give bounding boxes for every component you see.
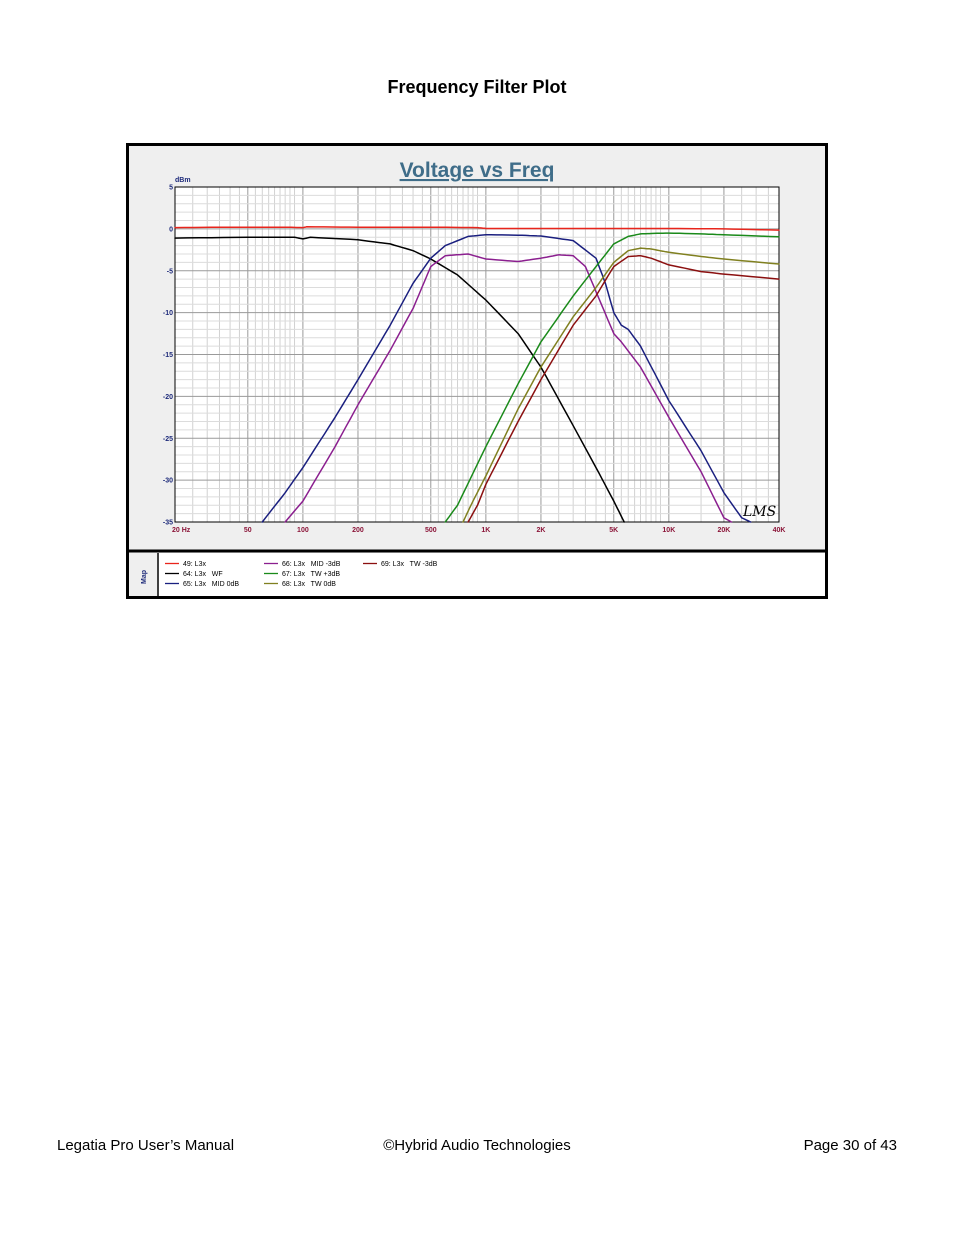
y-tick-label: -25: [163, 436, 173, 443]
series-line: [174, 226, 780, 231]
x-tick-label: 500: [425, 527, 437, 534]
y-tick-label: -30: [163, 478, 173, 485]
x-tick-label: 50: [244, 527, 252, 534]
series-line: [467, 254, 780, 523]
legend-label: 68: L3x TW 0dB: [282, 581, 336, 588]
x-tick-label: 20 Hz: [172, 527, 191, 534]
x-tick-label: 200: [352, 527, 364, 534]
y-tick-label: -10: [163, 310, 173, 317]
footer-manual-title: Legatia Pro User’s Manual: [57, 1137, 235, 1154]
legend-label: 49: L3x: [183, 561, 206, 568]
legend-panel: [129, 553, 825, 596]
y-tick-label: -35: [163, 520, 173, 527]
legend-label: 69: L3x TW -3dB: [381, 561, 438, 568]
legend-tab: [129, 553, 157, 596]
y-tick-label: 5: [169, 185, 173, 192]
legend-label: 64: L3x WF: [183, 571, 223, 578]
x-tick-label: 10K: [662, 527, 675, 534]
y-tick-label: 0: [169, 226, 173, 233]
footer-copyright: ©Hybrid Audio Technologies: [383, 1137, 571, 1154]
x-tick-label: 20K: [717, 527, 730, 534]
y-axis-unit: dBm: [175, 177, 191, 184]
legend-label: 67: L3x TW +3dB: [282, 571, 340, 578]
chart-title: Voltage vs Freq: [400, 159, 555, 182]
y-tick-label: -5: [167, 268, 173, 275]
y-tick-label: -20: [163, 394, 173, 401]
page-heading: Frequency Filter Plot: [387, 77, 567, 97]
legend-label: 65: L3x MID 0dB: [183, 581, 239, 588]
legend-title: Map: [141, 570, 148, 584]
x-tick-label: 5K: [609, 527, 618, 534]
x-tick-label: 40K: [773, 527, 786, 534]
voltage-vs-freq-chart: Voltage vs Freq dBm 50-5-10-15-20-25-30-…: [129, 159, 825, 596]
footer-page-number: Page 30 of 43: [803, 1137, 897, 1154]
series-line: [261, 233, 752, 523]
series-line: [284, 253, 733, 523]
x-tick-label: 1K: [481, 527, 490, 534]
series-line: [444, 232, 780, 523]
x-tick-label: 2K: [536, 527, 545, 534]
chart-figure: Voltage vs Freq dBm 5 0 -5 -10 -15 -20 -25 -30-…: [126, 143, 828, 599]
x-tick-label: 100: [297, 527, 309, 534]
plot-frame: [174, 186, 780, 523]
legend-label: 66: L3x MID -3dB: [282, 561, 341, 568]
lms-watermark: LMS: [742, 504, 776, 520]
series-line: [462, 247, 780, 523]
y-tick-label: -15: [163, 352, 173, 359]
